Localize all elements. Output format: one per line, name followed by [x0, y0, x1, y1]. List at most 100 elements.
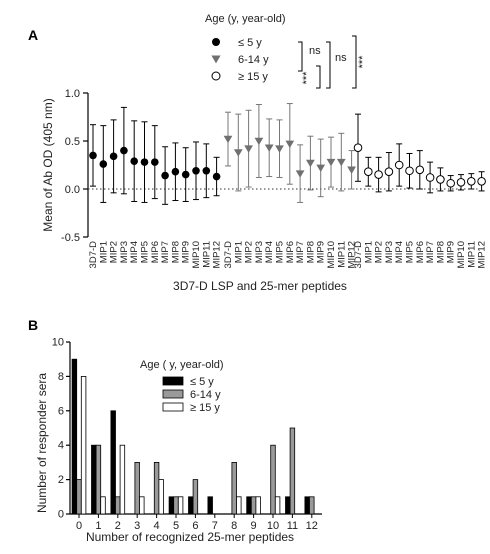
category-label: MIP9 — [316, 241, 327, 263]
legend-label: 6-14 y — [190, 389, 221, 401]
bar — [285, 496, 291, 515]
bracket — [316, 65, 321, 89]
bracket — [326, 41, 331, 89]
data-point — [161, 171, 169, 180]
category-label: MIP8 — [170, 241, 181, 263]
category-label: MIP4 — [264, 241, 275, 263]
significance-label: ns — [309, 45, 321, 57]
bar — [236, 496, 242, 515]
y-tick-label: 0.5 — [65, 136, 80, 148]
category-label: MIP2 — [244, 241, 255, 263]
panel-b-x-axis-title: Number of recognized 25-mer peptides — [86, 530, 294, 544]
data-point — [374, 170, 383, 179]
legend-label: ≤ 5 y — [190, 376, 214, 388]
bar — [207, 496, 213, 515]
bar — [177, 496, 184, 515]
category-label: MIP5 — [140, 241, 151, 263]
category-label: MIP1 — [98, 241, 109, 263]
bar — [250, 496, 257, 515]
data-point — [254, 137, 264, 146]
category-label: MIP5 — [405, 241, 416, 263]
bracket — [298, 41, 303, 72]
data-point — [109, 152, 118, 161]
category-label: MIP4 — [129, 241, 140, 263]
data-point — [306, 159, 315, 168]
category-label: MIP8 — [305, 241, 316, 263]
category-label: MIP6 — [415, 241, 426, 263]
category-label: MIP11 — [336, 241, 347, 268]
category-label: MIP10 — [326, 241, 337, 268]
category-label: MIP1 — [233, 241, 244, 263]
data-point — [89, 151, 97, 160]
data-point — [436, 175, 445, 184]
data-point — [285, 140, 295, 149]
bar — [246, 496, 252, 515]
significance-label: *** — [301, 71, 313, 85]
category-label: MIP7 — [160, 241, 171, 263]
legend-marker — [211, 71, 221, 81]
bar — [119, 444, 126, 515]
category-label: MIP7 — [295, 241, 306, 263]
y-tick-label: 0 — [58, 509, 64, 521]
x-tick-label: 9 — [251, 520, 257, 532]
x-tick-label: 5 — [173, 520, 179, 532]
legend-swatch — [162, 402, 184, 412]
data-point — [415, 165, 425, 175]
category-label: MIP12 — [477, 241, 488, 268]
x-tick-label: 4 — [154, 520, 160, 532]
bar — [270, 444, 276, 515]
category-label: MIP3 — [254, 241, 265, 263]
bar — [192, 479, 199, 515]
category-label: MIP10 — [191, 241, 202, 268]
bar — [289, 427, 296, 515]
data-point — [140, 158, 149, 166]
significance-label: ns — [335, 52, 347, 64]
panel-a-plot-area — [89, 103, 486, 205]
panel-b-bars — [71, 358, 315, 515]
data-point — [364, 167, 373, 177]
data-point — [467, 177, 476, 186]
category-label: MIP12 — [347, 241, 358, 268]
bar — [91, 444, 97, 515]
data-point — [212, 172, 221, 181]
bar — [71, 358, 78, 515]
data-point — [425, 173, 435, 182]
data-point — [120, 146, 128, 155]
x-tick-label: 6 — [192, 520, 198, 532]
x-tick-label: 7 — [212, 520, 218, 532]
data-point — [223, 135, 233, 144]
category-label: MIP10 — [456, 241, 467, 268]
bracket — [352, 35, 357, 89]
y-tick-label: 4 — [58, 440, 64, 452]
panel-a-y-axis-title: Mean of Ab OD (405 nm) — [41, 98, 55, 231]
y-tick-label: 0.0 — [65, 184, 80, 196]
x-tick-label: 0 — [76, 520, 82, 532]
x-tick-label: 2 — [115, 520, 121, 532]
data-point — [171, 167, 180, 176]
bar — [188, 496, 194, 515]
panel-a-x-axis-title: 3D7-D LSP and 25-mer peptides — [173, 279, 347, 293]
panel-a-legend: Age (y, year-old) ≤ 5 y 6-14 y ≥ 15 y — [205, 13, 286, 83]
category-label: MIP9 — [446, 241, 457, 263]
bar — [274, 496, 281, 515]
data-point — [347, 166, 356, 174]
x-tick-label: 12 — [306, 520, 318, 532]
panel-b-legend-title: Age ( y, year-old) — [140, 359, 224, 371]
category-label: MIP12 — [212, 241, 223, 268]
bar — [158, 479, 164, 515]
bar — [168, 496, 175, 515]
data-point — [264, 144, 274, 152]
panel-b-legend: Age ( y, year-old) ≤ 5 y6-14 y≥ 15 y — [140, 359, 224, 414]
bar — [80, 375, 87, 515]
category-label: MIP2 — [109, 241, 120, 263]
legend-label: ≥ 15 y — [238, 71, 268, 83]
data-point — [275, 145, 284, 153]
legend-label: ≤ 5 y — [238, 37, 262, 49]
bar — [304, 496, 310, 515]
legend-marker — [212, 38, 220, 46]
category-label: 3D7-D — [353, 241, 364, 269]
legend-label: 6-14 y — [238, 54, 269, 66]
legend-label: ≥ 15 y — [190, 402, 220, 414]
x-tick-label: 11 — [287, 520, 298, 532]
category-label: MIP6 — [285, 241, 296, 263]
